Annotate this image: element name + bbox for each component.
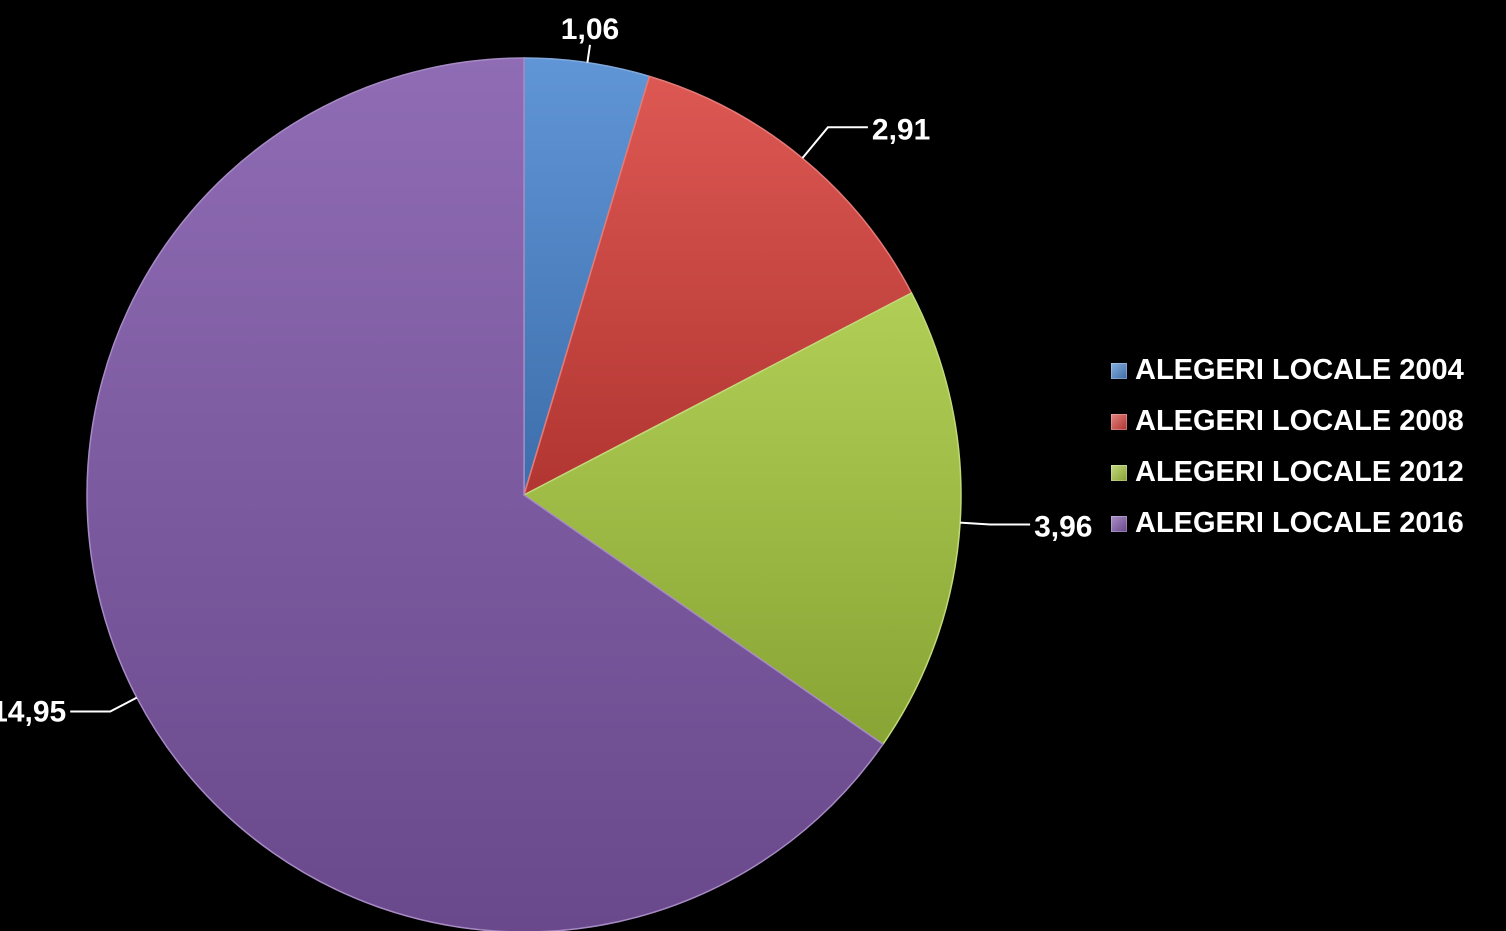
legend-swatch-2004 bbox=[1111, 362, 1127, 379]
legend-item-2008: ALEGERI LOCALE 2008 bbox=[1111, 396, 1464, 447]
leader-line-alegeri-locale-2008 bbox=[801, 126, 868, 159]
leader-line-alegeri-locale-2004 bbox=[586, 44, 591, 63]
legend-item-2016: ALEGERI LOCALE 2016 bbox=[1111, 498, 1464, 549]
leader-line-alegeri-locale-2016 bbox=[70, 696, 138, 713]
legend-label-2008: ALEGERI LOCALE 2008 bbox=[1135, 405, 1464, 437]
pie-slices bbox=[86, 57, 962, 931]
legend-swatch-2016 bbox=[1111, 515, 1127, 532]
legend: ALEGERI LOCALE 2004 ALEGERI LOCALE 2008 … bbox=[1111, 345, 1464, 549]
legend-item-2012: ALEGERI LOCALE 2012 bbox=[1111, 447, 1464, 498]
data-label-alegeri-locale-2012: 3,96 bbox=[1034, 511, 1092, 544]
data-labels: 1,06 2,91 3,96 14,95 bbox=[0, 13, 1092, 729]
legend-label-2016: ALEGERI LOCALE 2016 bbox=[1135, 507, 1464, 539]
leader-line-alegeri-locale-2012 bbox=[960, 521, 1031, 526]
legend-item-2004: ALEGERI LOCALE 2004 bbox=[1111, 345, 1464, 396]
legend-swatch-2012 bbox=[1111, 464, 1127, 481]
data-label-alegeri-locale-2008: 2,91 bbox=[872, 113, 930, 146]
data-label-alegeri-locale-2016: 14,95 bbox=[0, 696, 66, 729]
slice-alegeri-locale-2016 bbox=[86, 57, 885, 931]
data-label-alegeri-locale-2004: 1,06 bbox=[561, 13, 619, 46]
legend-label-2004: ALEGERI LOCALE 2004 bbox=[1135, 354, 1464, 386]
legend-swatch-2008 bbox=[1111, 413, 1127, 430]
slice-alegeri-locale-2008 bbox=[522, 75, 913, 497]
legend-label-2012: ALEGERI LOCALE 2012 bbox=[1135, 456, 1464, 488]
